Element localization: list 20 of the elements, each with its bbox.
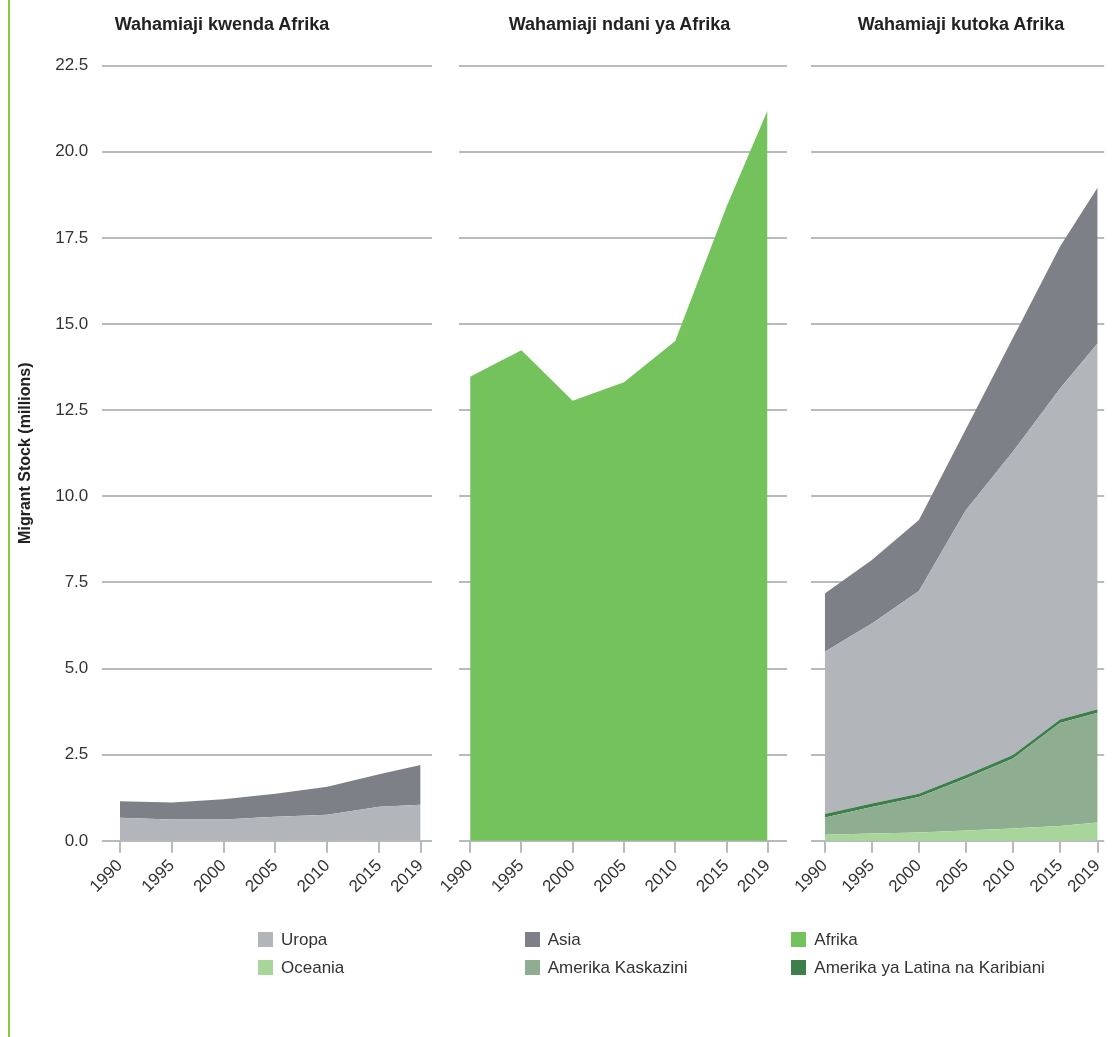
y-tick-label: 20.0 [55,141,89,161]
y-tick-label: 17.5 [55,227,89,247]
y-tick-label: 22.5 [55,55,89,75]
legend-label: Afrika [814,930,858,950]
chart-title: Wahamiaji ndani ya Afrika [508,13,732,34]
y-tick-label: 15.0 [55,313,89,333]
y-tick-label: 0.0 [64,830,89,850]
y-tick-label: 10.0 [55,485,89,505]
y-tick-label: 5.0 [64,658,89,678]
y-tick-label: 7.5 [64,572,89,592]
legend-label: Oceania [281,958,345,978]
legend-label: Asia [547,930,581,950]
chart-title: Wahamiaji kwenda Afrika [114,13,331,34]
y-axis-title: Migrant Stock (millions) [16,362,34,544]
legend-label: Amerika Kaskazini [547,958,688,978]
legend-label: Uropa [281,930,328,950]
y-tick-label: 2.5 [64,744,89,764]
chart-title: Wahamiaji kutoka Afrika [857,13,1066,34]
legend-label: Amerika ya Latina na Karibiani [814,958,1045,978]
y-tick-label: 12.5 [55,399,89,419]
